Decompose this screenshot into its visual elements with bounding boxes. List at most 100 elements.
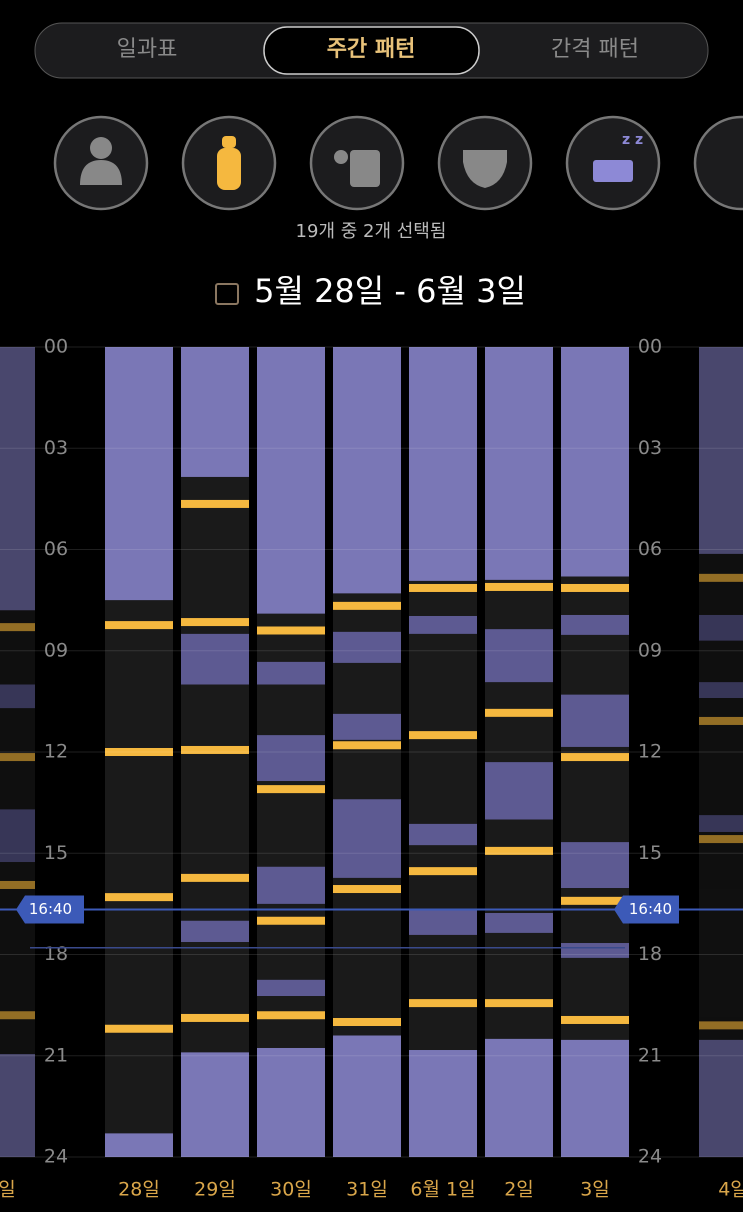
selection-note: 19개 중 2개 선택됨 [296,221,447,242]
day-column [105,347,173,1157]
feeding [257,626,325,635]
feeding [181,618,249,627]
day-label: 30일 [270,1179,312,1201]
y-tick-label: 15 [638,842,662,864]
day-column [409,347,477,1157]
icon-glyphs: z z [80,132,643,190]
y-tick-label: 06 [44,538,68,560]
feeding [409,867,477,876]
feeding [409,583,477,592]
now-badge [16,895,84,924]
feeding [181,745,249,754]
icon-more[interactable] [693,115,743,211]
y-tick-label: 21 [638,1044,662,1066]
sleep-segment [105,1133,173,1157]
feeding [485,999,553,1008]
chart: 7일 28일 29일 30일 31일 6월 1일 2일 3일 4일 00 00 03 03 06 06 09 0… [0,336,743,1201]
sleep-segment [699,815,743,832]
day-column [257,347,325,1157]
tab[interactable]: 간격 패턴 [551,37,639,62]
tab[interactable]: 주간 패턴 [327,37,416,62]
feeding [561,1015,629,1024]
feeding [105,1024,173,1033]
y-tick-label: 18 [638,943,662,965]
feeding [409,999,477,1008]
now-label: 16:40 [629,900,672,918]
day-column [561,347,629,1157]
sleep-segment [409,347,477,581]
day-column [333,347,401,1157]
y-tick-label: 09 [44,639,68,661]
feeding [699,1021,743,1030]
y-tick-label: 18 [44,943,68,965]
y-tick-label: 21 [44,1044,68,1066]
sleep-segment [561,347,629,577]
feeding [105,893,173,902]
sleep-segment [409,615,477,634]
sleep-segment [181,633,249,685]
sleep-segment [561,614,629,635]
sleep-segment [0,809,35,863]
feeding [0,623,35,632]
sleep-segment [257,979,325,997]
feeding [561,896,629,905]
sleep-segment [333,799,401,878]
feeding [409,731,477,740]
sleep-segment [409,909,477,935]
sleep-segment [0,1054,35,1157]
sleep-segment [0,347,35,611]
sleep-segment [409,1050,477,1157]
sleep-segment [181,347,249,477]
sleep-segment [699,347,743,554]
feeding [0,1011,35,1020]
y-tick-label: 00 [638,336,662,358]
feeding [561,753,629,762]
y-tick-label: 03 [638,437,662,459]
sleep-segment [699,1039,743,1157]
y-tick-label: 12 [638,741,662,763]
feeding [561,583,629,592]
sleep-segment [485,347,553,580]
y-tick-label: 06 [638,538,662,560]
sleep-segment [105,347,173,601]
sleep-segment [561,694,629,747]
title: 5월 28일 - 6월 3일 [254,272,526,310]
sleep-segment [181,920,249,943]
sleep-segment [257,661,325,685]
feeding [181,499,249,508]
day-label: 4일 [718,1179,743,1201]
feeding [485,708,553,717]
feeding [257,785,325,794]
sleep-segment [485,629,553,683]
tab[interactable]: 일과표 [117,37,178,62]
feeding [257,916,325,925]
sleep-segment [561,842,629,889]
sleep-segment [257,735,325,782]
sleep-segment [561,1039,629,1157]
sleep-segment [257,1047,325,1157]
sleep-segment [485,912,553,933]
feeding [181,1013,249,1022]
feeding [105,748,173,756]
sleep-segment [181,1052,249,1157]
feeding [699,716,743,725]
feeding [333,741,401,750]
now-label: 16:40 [29,900,72,918]
feeding [699,573,743,582]
feeding [699,835,743,844]
day-label: 3일 [580,1179,610,1201]
day-label: 7일 [0,1179,16,1201]
y-tick-label: 00 [44,336,68,358]
y-tick-label: 03 [44,437,68,459]
y-tick-label: 24 [638,1146,662,1168]
day-label: 29일 [194,1179,236,1201]
sleep-segment [485,762,553,820]
feeding [105,621,173,630]
sleep-segment [333,713,401,740]
day-column [699,347,743,1157]
sleep-segment [561,943,629,958]
y-tick-label: 24 [44,1146,68,1168]
sleep-segment [409,823,477,846]
